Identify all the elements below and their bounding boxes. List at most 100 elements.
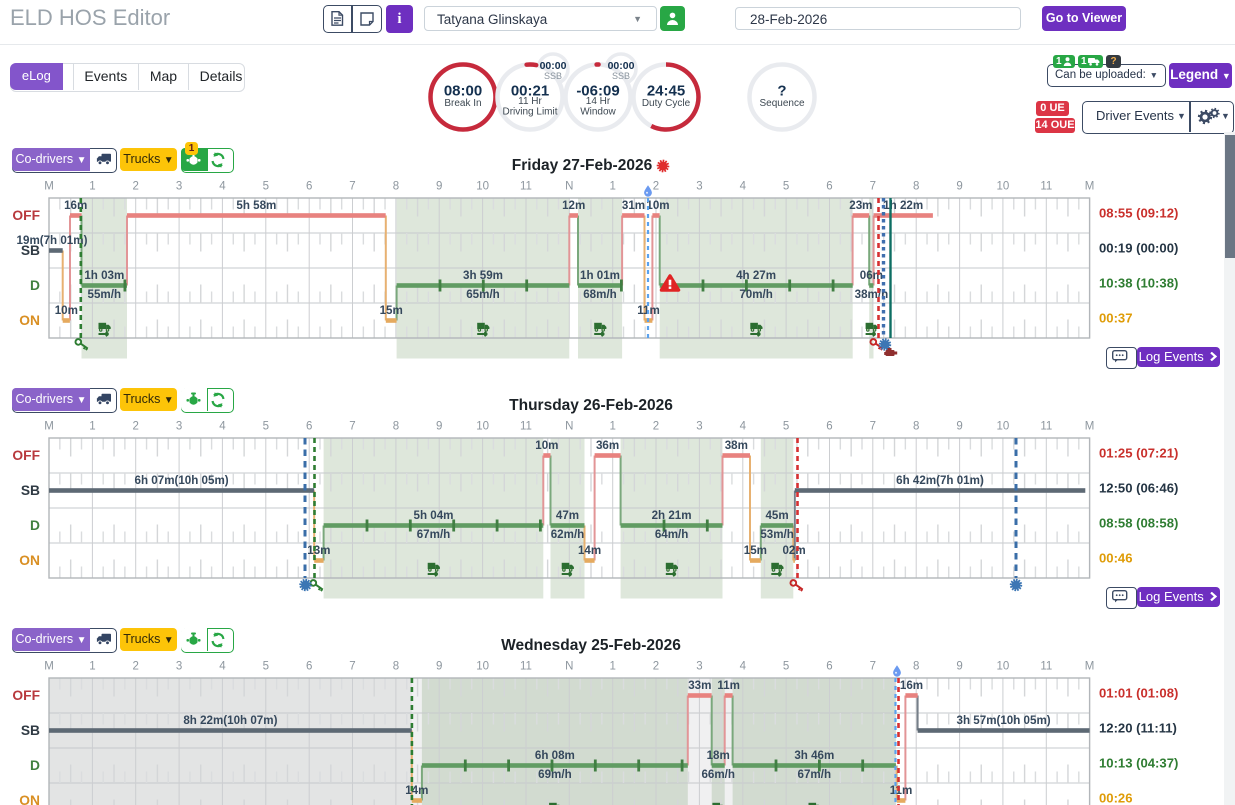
svg-text:66m/h: 66m/h [701,768,735,781]
svg-text:11 Hr: 11 Hr [518,96,542,107]
svg-text:67m/h: 67m/h [417,528,451,541]
svg-text:11m: 11m [890,784,913,797]
svg-text:D: D [30,758,40,773]
svg-text:62m/h: 62m/h [551,528,585,541]
svg-text:6: 6 [826,661,832,673]
svg-text:7: 7 [870,661,876,673]
svg-text:SSB: SSB [612,71,630,81]
svg-text:15m: 15m [380,304,403,317]
svg-text:SB: SB [21,483,40,498]
svg-text:3: 3 [176,661,182,673]
svg-text:4h 27m: 4h 27m [736,269,776,282]
svg-text:5: 5 [783,661,789,673]
svg-text:14 Hr: 14 Hr [586,96,611,107]
svg-text:M: M [1085,421,1095,433]
svg-text:00:37: 00:37 [1099,310,1133,325]
svg-text:53m/h: 53m/h [760,528,794,541]
svg-text:14m: 14m [578,544,601,557]
svg-text:9: 9 [956,181,962,193]
svg-text:01:25 (07:21): 01:25 (07:21) [1099,445,1178,460]
svg-text:10:38 (10:38): 10:38 (10:38) [1099,275,1178,290]
svg-text:45m: 45m [765,509,788,522]
svg-text:3h 59m: 3h 59m [463,269,503,282]
svg-text:18m: 18m [707,749,730,762]
svg-text:10:13 (04:37): 10:13 (04:37) [1099,755,1178,770]
svg-text:11: 11 [520,661,532,673]
svg-text:D: D [30,278,40,293]
svg-text:2: 2 [653,421,659,433]
svg-text:70m/h: 70m/h [739,288,773,301]
svg-text:16m: 16m [900,679,923,692]
svg-text:00:00: 00:00 [540,60,567,72]
svg-text:2h 21m: 2h 21m [652,509,692,522]
svg-text:1: 1 [609,421,615,433]
svg-text:D: D [30,518,40,533]
svg-text:6: 6 [306,661,312,673]
svg-text:Duty Cycle: Duty Cycle [642,98,691,109]
svg-text:1: 1 [89,181,95,193]
svg-text:11: 11 [1040,661,1052,673]
svg-text:8: 8 [913,181,919,193]
svg-text:3: 3 [696,421,702,433]
svg-text:00:00: 00:00 [608,60,635,72]
svg-text:ON: ON [19,793,40,805]
svg-text:1: 1 [609,661,615,673]
svg-text:16m: 16m [64,199,87,212]
svg-text:14m: 14m [405,784,428,797]
svg-text:00:21: 00:21 [511,83,549,100]
svg-text:3h 57m(10h 05m): 3h 57m(10h 05m) [957,714,1051,727]
svg-text:10: 10 [997,181,1010,193]
svg-text:10: 10 [997,661,1010,673]
svg-text:4: 4 [740,661,747,673]
svg-text:SB: SB [21,243,40,258]
svg-text:68m/h: 68m/h [583,288,617,301]
svg-text:08:00: 08:00 [444,83,482,100]
svg-text:1h 03m: 1h 03m [84,269,124,282]
svg-text:4: 4 [740,421,747,433]
svg-text:2: 2 [132,421,138,433]
svg-text:1h 22m: 1h 22m [883,199,923,212]
svg-text:8: 8 [393,181,399,193]
svg-text:8: 8 [913,661,919,673]
svg-text:02m: 02m [782,544,805,557]
svg-text:38m: 38m [725,439,748,452]
svg-text:64m/h: 64m/h [655,528,689,541]
svg-text:11m: 11m [717,679,740,692]
svg-text:6h 42m(7h 01m): 6h 42m(7h 01m) [896,474,984,487]
svg-text:10m: 10m [646,199,669,212]
svg-text:7: 7 [870,181,876,193]
svg-text:6h 07m(10h 05m): 6h 07m(10h 05m) [135,474,229,487]
svg-text:5: 5 [263,181,269,193]
svg-text:6h 08m: 6h 08m [535,749,575,762]
svg-text:6: 6 [306,181,312,193]
svg-text:5h 58m: 5h 58m [236,199,276,212]
svg-text:OFF: OFF [12,208,40,223]
svg-text:00:19 (00:00): 00:19 (00:00) [1099,240,1178,255]
svg-text:31m: 31m [622,199,645,212]
svg-text:08:55 (09:12): 08:55 (09:12) [1099,205,1178,220]
svg-text:00:46: 00:46 [1099,550,1133,565]
svg-text:4: 4 [219,181,226,193]
svg-text:55m/h: 55m/h [88,288,122,301]
svg-text:4: 4 [219,421,226,433]
svg-text:00:26: 00:26 [1099,790,1133,805]
svg-text:ON: ON [19,313,40,328]
svg-text:11: 11 [1040,421,1052,433]
svg-text:Window: Window [580,107,616,118]
svg-text:65m/h: 65m/h [466,288,500,301]
svg-text:01:01 (01:08): 01:01 (01:08) [1099,685,1178,700]
svg-text:OFF: OFF [12,688,40,703]
svg-text:1: 1 [89,421,95,433]
svg-text:M: M [44,661,54,673]
svg-text:N: N [565,661,573,673]
svg-text:13m: 13m [307,544,330,557]
svg-text:2: 2 [132,181,138,193]
svg-text:3: 3 [176,181,182,193]
svg-text:1: 1 [89,661,95,673]
svg-text:12:20 (11:11): 12:20 (11:11) [1099,720,1177,735]
svg-text:N: N [565,421,573,433]
svg-text:5: 5 [783,181,789,193]
svg-text:Sequence: Sequence [759,98,804,109]
svg-text:11: 11 [520,181,532,193]
svg-text:1: 1 [609,181,615,193]
